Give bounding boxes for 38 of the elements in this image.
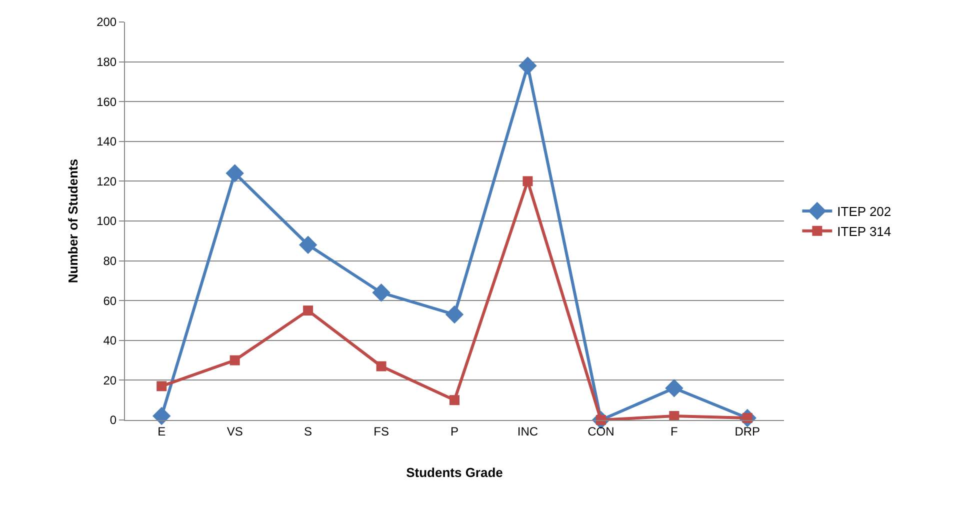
- y-tick-label: 200: [96, 15, 117, 30]
- point: [298, 236, 318, 254]
- y-tick-label: 40: [103, 334, 117, 348]
- x-tick-label: INC: [517, 424, 538, 438]
- point: [226, 164, 244, 182]
- x-tick-label: P: [450, 424, 459, 438]
- y-tick-label: 140: [96, 134, 117, 149]
- legend-label: ITEP 314: [837, 224, 892, 239]
- x-axis-title: Students Grade: [406, 465, 503, 480]
- y-tick-label: 80: [103, 254, 117, 268]
- y-tick-label: 120: [96, 174, 117, 188]
- x-tick-label: DRP: [734, 424, 760, 438]
- point: [445, 305, 464, 324]
- point: [230, 355, 240, 366]
- y-tick-label: 20: [103, 373, 117, 388]
- point: [669, 411, 680, 422]
- y-axis-title: Number of Students: [66, 158, 81, 284]
- x-tick-label: E: [158, 424, 166, 438]
- x-tick-label: S: [304, 424, 312, 438]
- point: [518, 56, 537, 75]
- point: [156, 381, 167, 392]
- point: [450, 395, 460, 406]
- point: [372, 284, 390, 302]
- point: [376, 361, 386, 372]
- point: [152, 406, 171, 426]
- x-tick-label: CON: [588, 424, 614, 438]
- y-tick-label: 180: [96, 55, 117, 69]
- point: [522, 176, 533, 186]
- y-tick-label: 160: [96, 94, 117, 109]
- y-tick-label: 0: [110, 413, 117, 428]
- y-tick-label: 60: [103, 294, 117, 308]
- legend-label: ITEP 202: [837, 204, 892, 220]
- x-tick-label: VS: [226, 424, 243, 438]
- point: [665, 379, 684, 398]
- y-tick-label: 100: [96, 214, 117, 228]
- x-tick-label: FS: [374, 424, 389, 438]
- point: [303, 306, 314, 316]
- x-tick-label: F: [670, 424, 678, 438]
